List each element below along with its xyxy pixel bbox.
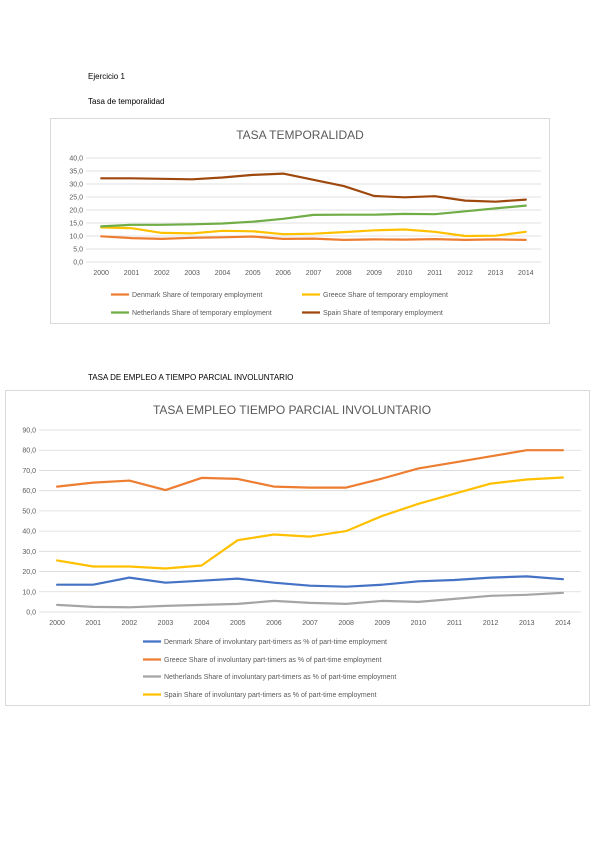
chart2-y-tick-label: 40,0 — [22, 529, 36, 536]
chart1-legend-label: Netherlands Share of temporary employmen… — [132, 310, 272, 317]
chart1-x-tick-label: 2002 — [154, 270, 170, 277]
chart2-x-tick-label: 2008 — [338, 620, 354, 627]
chart2-series-line-4 — [55, 476, 565, 570]
chart1-legend-label: Greece Share of temporary employment — [323, 292, 448, 299]
chart2-legend-label: Greece Share of involuntary part-timers … — [164, 657, 382, 664]
chart1-y-tick-label: 25,0 — [69, 195, 83, 202]
chart2-x-tick-label: 2005 — [230, 620, 246, 627]
chart2-x-tick-label: 2013 — [519, 620, 535, 627]
chart1-legend-label: Denmark Share of temporary employment — [132, 292, 262, 299]
chart1-x-tick-label: 2003 — [184, 270, 200, 277]
chart1-y-tick-label: 35,0 — [69, 169, 83, 176]
chart1-x-tick-label: 2010 — [397, 270, 413, 277]
chart2-series-line-2 — [55, 449, 565, 492]
chart1-x-tick-label: 2004 — [215, 270, 231, 277]
chart1-title: TASA TEMPORALIDAD — [236, 128, 364, 142]
chart1-x-tick-label: 2014 — [518, 270, 534, 277]
chart1-y-tick-label: 0,0 — [73, 260, 83, 267]
chart1-y-tick-label: 30,0 — [69, 182, 83, 189]
chart1-x-tick-label: 2013 — [488, 270, 504, 277]
chart2-legend-label: Denmark Share of involuntary part-timers… — [164, 639, 387, 646]
chart2-x-tick-label: 2009 — [374, 620, 390, 627]
chart1-x-tick-label: 2012 — [457, 270, 473, 277]
chart1-y-tick-label: 40,0 — [69, 156, 83, 163]
chart2-y-tick-label: 80,0 — [22, 448, 36, 455]
chart2-x-tick-label: 2014 — [555, 620, 571, 627]
chart1-container: TASA TEMPORALIDAD 0,0 5,0 10,0 15,0 20,0 25,0 3… — [50, 118, 550, 324]
chart2-x-tick-label: 2011 — [447, 620, 462, 627]
chart2-svg: TASA EMPLEO TIEMPO PARCIAL INVOLUNTARIO 0… — [22, 403, 581, 699]
chart1-y-tick-label: 5,0 — [73, 247, 83, 254]
chart2-title: TASA EMPLEO TIEMPO PARCIAL INVOLUNTARIO — [153, 403, 431, 417]
chart2-y-tick-label: 10,0 — [22, 589, 36, 596]
chart2-x-tick-label: 2012 — [483, 620, 499, 627]
chart1-x-tick-label: 2011 — [427, 270, 442, 277]
chart1-series-line-3 — [100, 204, 527, 228]
exercise-title: Ejercicio 1 — [88, 72, 125, 81]
chart2-x-tick-label: 2010 — [411, 620, 427, 627]
chart2-x-tick-label: 2003 — [158, 620, 174, 627]
chart1-series-line-1 — [100, 235, 527, 242]
section2-title: TASA DE EMPLEO A TIEMPO PARCIAL INVOLUNT… — [88, 373, 294, 382]
chart2-y-tick-label: 20,0 — [22, 569, 36, 576]
chart2-x-tick-label: 2007 — [302, 620, 318, 627]
chart2-y-tick-label: 90,0 — [22, 428, 36, 435]
chart2-series-line-3 — [55, 591, 565, 609]
chart1-x-tick-label: 2009 — [366, 270, 382, 277]
chart2-y-tick-label: 60,0 — [22, 488, 36, 495]
chart1-x-tick-label: 2007 — [306, 270, 322, 277]
chart2-y-tick-label: 50,0 — [22, 508, 36, 515]
chart2-series-line-1 — [55, 575, 565, 588]
chart1-svg: TASA TEMPORALIDAD 0,0 5,0 10,0 15,0 20,0 25,0 3… — [69, 128, 541, 317]
chart2-x-tick-label: 2002 — [122, 620, 138, 627]
chart1-x-tick-label: 2006 — [275, 270, 291, 277]
chart2-legend-label: Netherlands Share of involuntary part-ti… — [164, 674, 396, 681]
chart1-series-line-4 — [100, 172, 527, 203]
chart2-x-tick-label: 2000 — [49, 620, 65, 627]
chart1-y-tick-label: 15,0 — [69, 221, 83, 228]
chart1-x-tick-label: 2001 — [124, 270, 140, 277]
chart1-x-tick-label: 2000 — [93, 270, 109, 277]
chart1-series-line-2 — [100, 226, 527, 238]
chart2-x-tick-label: 2001 — [85, 620, 101, 627]
chart2-legend-label: Spain Share of involuntary part-timers a… — [164, 692, 376, 699]
chart1-legend-label: Spain Share of temporary employment — [323, 310, 443, 317]
section1-title: Tasa de temporalidad — [88, 97, 165, 106]
chart2-container: TASA EMPLEO TIEMPO PARCIAL INVOLUNTARIO 0… — [5, 390, 590, 706]
chart1-x-tick-label: 2008 — [336, 270, 352, 277]
chart2-x-tick-label: 2006 — [266, 620, 282, 627]
chart2-y-tick-label: 70,0 — [22, 468, 36, 475]
chart2-y-tick-label: 0,0 — [26, 610, 36, 617]
chart2-x-tick-label: 2004 — [194, 620, 210, 627]
chart1-y-tick-label: 10,0 — [69, 234, 83, 241]
chart2-y-tick-label: 30,0 — [22, 549, 36, 556]
chart1-y-tick-label: 20,0 — [69, 208, 83, 215]
chart1-x-tick-label: 2005 — [245, 270, 261, 277]
